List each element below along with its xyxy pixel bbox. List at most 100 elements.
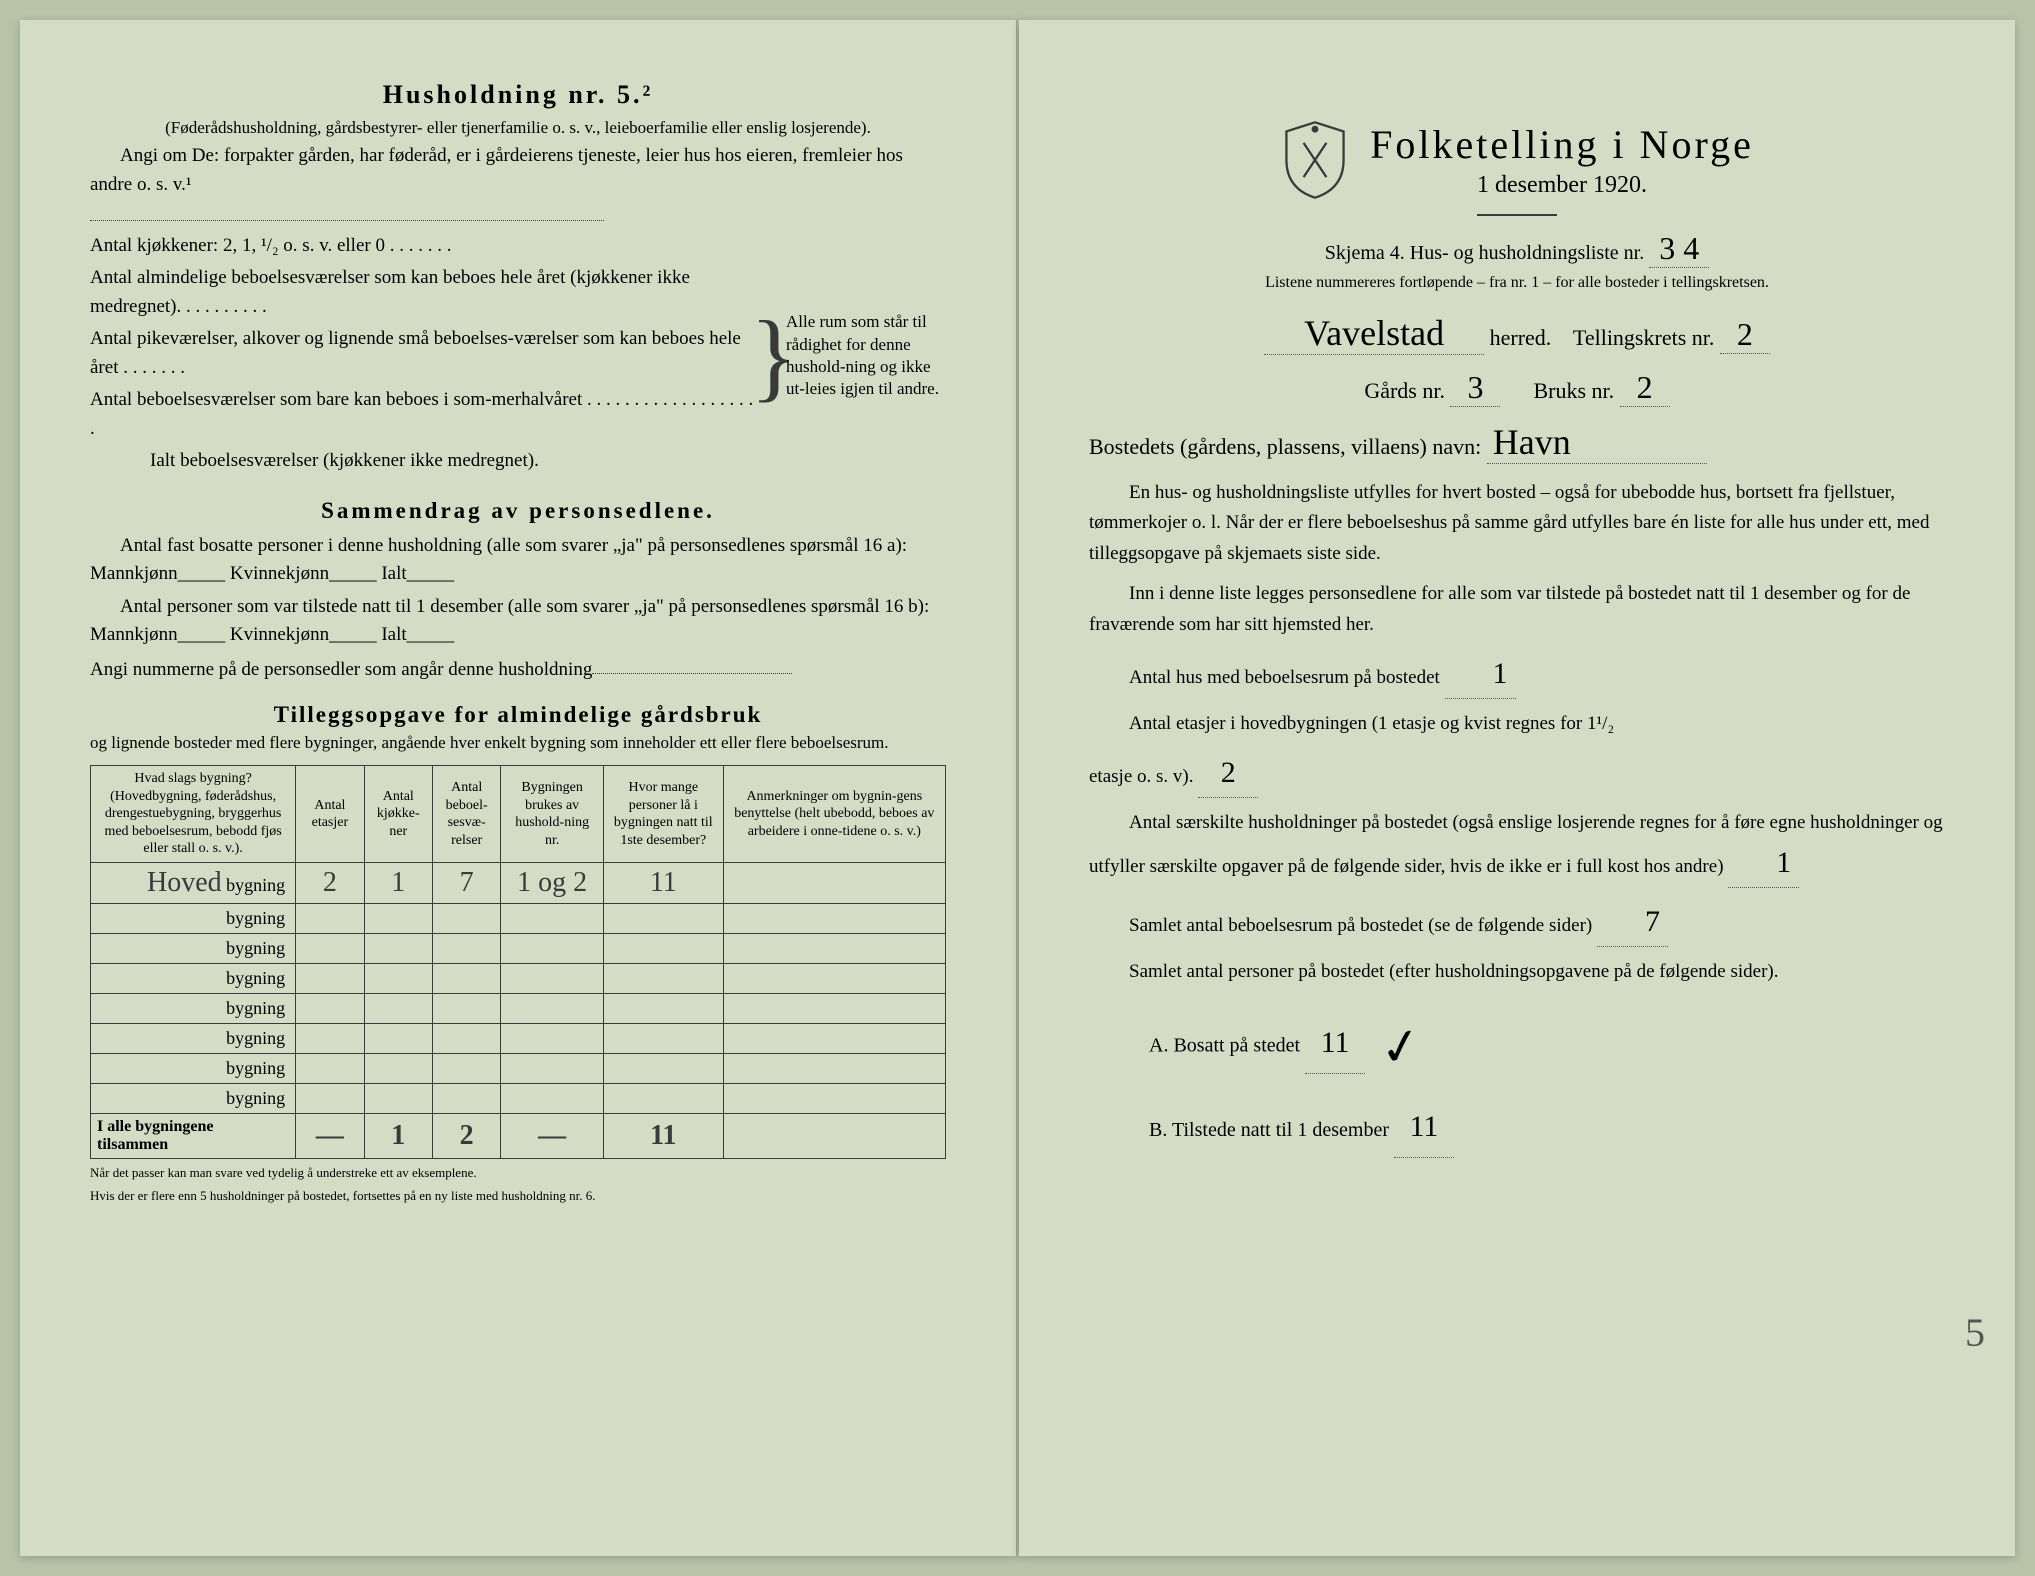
q-hush: Antal særskilte husholdninger på bostede…	[1089, 808, 1945, 887]
cell-kjokken	[364, 1053, 432, 1083]
footnote-1: Når det passer kan man svare ved tydelig…	[90, 1165, 946, 1182]
cell-vaerelser	[432, 1083, 500, 1113]
cell-anm	[723, 993, 945, 1023]
herred-value: Vavelstad	[1264, 312, 1484, 355]
q-rum: Samlet antal beboelsesrum på bostedet (s…	[1089, 898, 1945, 947]
household-subtitle: (Føderådshusholdning, gårdsbestyrer- ell…	[90, 118, 946, 138]
herred-label: herred.	[1490, 325, 1552, 350]
farm-table: Hvad slags bygning? (Hovedbygning, føder…	[90, 765, 946, 1159]
krets-label: Tellingskrets nr.	[1573, 325, 1714, 350]
cell-etasjer	[296, 1083, 364, 1113]
cell-husholdning: 1 og 2	[501, 862, 604, 903]
totals-household: —	[501, 1113, 604, 1158]
bruks-label: Bruks nr.	[1533, 378, 1614, 403]
para-2: Inn i denne liste legges personsedlene f…	[1089, 579, 1945, 640]
rooms-line-4: Ialt beboelsesværelser (kjøkkener ikke m…	[90, 447, 762, 476]
household-heading: Husholdning nr. 5.²	[90, 80, 946, 110]
row-building-label: bygning	[91, 963, 296, 993]
row-building-label: bygning	[91, 993, 296, 1023]
cell-etasjer	[296, 993, 364, 1023]
rooms-line-1: Antal almindelige beboelsesværelser som …	[90, 264, 762, 321]
row-building-label: Hoved bygning	[91, 862, 296, 903]
table-row: bygning	[91, 993, 946, 1023]
row-building-label: bygning	[91, 1023, 296, 1053]
cell-etasjer	[296, 903, 364, 933]
cell-kjokken	[364, 1083, 432, 1113]
ab-a-value: 11	[1305, 1013, 1365, 1074]
totals-kitchens: 1	[364, 1113, 432, 1158]
cell-personer: 11	[603, 862, 723, 903]
form-line: Skjema 4. Hus- og husholdningsliste nr. …	[1089, 230, 1945, 268]
cell-anm	[723, 963, 945, 993]
cell-kjokken: 1	[364, 862, 432, 903]
row-building-label: bygning	[91, 1083, 296, 1113]
table-row: bygning	[91, 1053, 946, 1083]
gards-label: Gårds nr.	[1364, 378, 1445, 403]
cell-personer	[603, 1023, 723, 1053]
col-building-type: Hvad slags bygning? (Hovedbygning, føder…	[91, 766, 296, 863]
table-row: bygning	[91, 903, 946, 933]
table-row: bygning	[91, 1023, 946, 1053]
totals-floors: —	[296, 1113, 364, 1158]
gards-value: 3	[1450, 369, 1500, 407]
cell-kjokken	[364, 903, 432, 933]
q-hush-value: 1	[1728, 839, 1799, 888]
cell-personer	[603, 963, 723, 993]
right-page: Folketelling i Norge 1 desember 1920. Sk…	[1019, 20, 2015, 1556]
totals-persons: 11	[603, 1113, 723, 1158]
bruks-value: 2	[1620, 369, 1670, 407]
angi-fill	[90, 203, 604, 221]
q-hus-value: 1	[1445, 650, 1516, 699]
cell-anm	[723, 1083, 945, 1113]
cell-vaerelser	[432, 993, 500, 1023]
totals-label: I alle bygningene tilsammen	[91, 1113, 296, 1158]
col-remarks: Anmerkninger om bygnin-gens benyttelse (…	[723, 766, 945, 863]
addendum-heading: Tilleggsopgave for almindelige gårdsbruk	[90, 702, 946, 728]
cell-vaerelser: 7	[432, 862, 500, 903]
cell-etasjer	[296, 1053, 364, 1083]
cell-kjokken	[364, 963, 432, 993]
table-row: bygning	[91, 1083, 946, 1113]
cell-anm	[723, 1023, 945, 1053]
brace-icon: }	[762, 232, 786, 480]
summary-heading: Sammendrag av personsedlene.	[90, 498, 946, 524]
cell-anm	[723, 1053, 945, 1083]
cell-husholdning	[501, 963, 604, 993]
cell-vaerelser	[432, 963, 500, 993]
cell-etasjer	[296, 1023, 364, 1053]
para-1: En hus- og husholdningsliste utfylles fo…	[1089, 478, 1945, 569]
cell-vaerelser	[432, 933, 500, 963]
cell-personer	[603, 933, 723, 963]
krets-value: 2	[1720, 316, 1770, 354]
cell-personer	[603, 903, 723, 933]
cell-husholdning	[501, 1023, 604, 1053]
cell-vaerelser	[432, 903, 500, 933]
footnote-2: Hvis der er flere enn 5 husholdninger på…	[90, 1188, 946, 1205]
kitchen-line: Antal kjøkkener: 2, 1, ¹/₂ o. s. v. elle…	[90, 232, 762, 261]
row-building-label: bygning	[91, 933, 296, 963]
ab-a: A. Bosatt på stedet 11 ✓	[1149, 997, 1945, 1097]
table-row: Hoved bygning2171 og 211	[91, 862, 946, 903]
cell-husholdning	[501, 993, 604, 1023]
col-rooms: Antal beboel-sesvæ-relser	[432, 766, 500, 863]
form-number-value: 3 4	[1649, 230, 1709, 268]
brace-note: Alle rum som står til rådighet for denne…	[786, 232, 946, 480]
q-etasjer-b: etasje o. s. v). 2	[1089, 749, 1945, 798]
q-hus: Antal hus med beboelsesrum på bostedet 1	[1089, 650, 1945, 699]
margin-page-number: 5	[1965, 1309, 1985, 1356]
cell-vaerelser	[432, 1023, 500, 1053]
cell-personer	[603, 993, 723, 1023]
cell-husholdning	[501, 903, 604, 933]
row-building-label: bygning	[91, 903, 296, 933]
row-building-label: bygning	[91, 1053, 296, 1083]
cell-etasjer	[296, 963, 364, 993]
angi-intro: Angi om De: forpakter gården, har føderå…	[90, 142, 946, 199]
cell-husholdning	[501, 1083, 604, 1113]
col-persons: Hvor mange personer lå i bygningen natt …	[603, 766, 723, 863]
form-note: Listene nummereres fortløpende – fra nr.…	[1089, 274, 1945, 292]
cell-kjokken	[364, 933, 432, 963]
cell-anm	[723, 903, 945, 933]
table-totals-row: I alle bygningene tilsammen — 1 2 — 11	[91, 1113, 946, 1158]
ab-b: B. Tilstede natt til 1 desember 11	[1149, 1097, 1945, 1158]
summary-p3: Angi nummerne på de personsedler som ang…	[90, 654, 946, 684]
